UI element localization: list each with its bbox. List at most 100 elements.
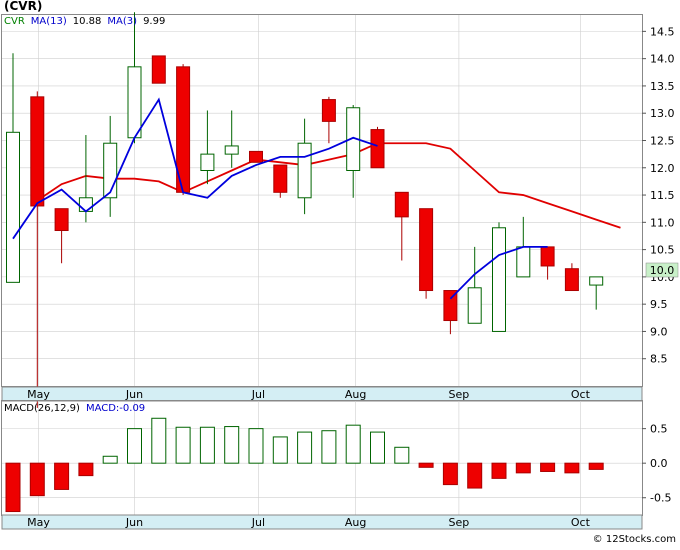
price-tick-label: 14.5 [650,25,675,38]
macd-bar-negative [54,462,70,490]
macd-bar-negative [78,462,94,477]
macd-tick-label: 0.5 [650,423,668,436]
month-label: Aug [345,516,366,529]
price-tick-label: 14.0 [650,53,675,66]
candle-bullish [516,246,531,278]
macd-bar-negative [491,462,507,479]
macd-bar-positive [151,417,167,464]
candle-bearish [151,55,166,84]
price-x-axis-band [1,386,643,402]
price-panel: 8.5 9.0 9.5 10.0 10.5 11.0 11.5 12.0 12.5 13.0 13.… [1,12,679,408]
price-x-axis-months: May Jun Jul Aug Sep Oct [27,388,590,401]
month-label: May [27,516,50,529]
month-label: Jun [125,388,143,401]
macd-bar-positive [272,436,288,464]
candle-bullish [467,287,482,324]
candle-bullish [6,131,20,283]
macd-y-axis: -0.5 0.0 0.5 [642,423,671,505]
macd-panel: -0.5 0.0 0.5 May Jun Jul Aug Sep Oct MACD(26,12… [1,400,671,530]
candle-bearish [54,208,69,232]
macd-bar-negative [540,462,556,472]
legend-item: MA(13) [31,16,67,27]
macd-x-axis-months: May Jun Jul Aug Sep Oct [27,516,590,529]
macd-bar-positive [370,431,385,464]
month-label: Jul [251,516,265,529]
legend-item: 10.88 [73,16,102,27]
price-tick-label: 13.0 [650,107,675,120]
ma3-line [12,97,378,240]
macd-bar-negative [588,462,604,470]
candle-bearish [564,268,579,292]
candle-bearish [540,246,555,267]
price-y-axis: 8.5 9.0 9.5 10.0 10.5 11.0 11.5 12.0 12.5 13.0 13.… [642,25,675,366]
candle-bearish [249,150,263,163]
month-label: Jun [125,516,143,529]
candle-bearish [321,99,336,122]
macd-bar-positive [297,431,313,464]
macd-bar-negative [442,462,458,486]
ma3-layer [12,97,548,300]
price-tick-label: 12.5 [650,134,675,147]
macd-bar-positive [127,428,142,464]
candle-bullish [297,142,312,199]
legend-item: MACD(26,12,9) [4,403,80,414]
month-label: May [27,388,50,401]
legend-item: 9.99 [143,16,165,27]
candle-bearish [30,96,45,207]
macd-x-axis-band [1,514,643,530]
price-tick-label: 12.0 [650,162,675,175]
price-tick-label: 9.5 [650,298,668,311]
candle-bearish [443,290,458,322]
price-tick-label: 8.5 [650,353,668,366]
month-label: Jul [251,388,265,401]
ma3-line-tail [449,245,548,300]
macd-tick-label: -0.5 [650,492,671,505]
footer-credit: © 12Stocks.com [593,534,676,545]
price-legend: CVR MA(13) 10.88 MA(3) 9.99 [4,16,165,27]
macd-tick-label: 0.0 [650,457,668,470]
price-plot-frame [1,14,643,387]
macd-bar-negative [5,462,21,513]
candle-bearish [273,164,288,193]
macd-bar-positive [394,446,410,464]
macd-bar-negative [564,462,580,474]
month-label: Oct [571,388,591,401]
month-label: Sep [449,516,470,529]
macd-bar-positive [321,430,337,464]
chart-title: (CVR) [4,0,43,13]
price-gridlines [2,15,642,386]
candle-bullish [224,145,239,155]
candle-bullish [589,276,604,286]
ma13-line [36,142,621,229]
last-price-label: 10.0 [650,264,675,277]
legend-item: MA(3) [107,16,137,27]
candle-bullish [492,227,506,332]
ma13-layer [36,142,621,229]
price-tick-label: 13.5 [650,80,675,93]
candlestick-series [6,12,604,408]
candle-bullish [127,66,142,139]
macd-bar-negative [515,462,531,474]
macd-bar-positive [199,426,215,464]
candle-bearish [394,191,409,218]
macd-bar-positive [345,424,361,464]
macd-bar-positive [248,428,264,464]
candle-bullish [78,197,93,212]
price-tick-label: 9.0 [650,325,668,338]
macd-bar-negative [418,462,434,468]
candle-bullish [103,142,118,199]
last-price-tag: 10.0 [645,262,679,278]
macd-legend: MACD(26,12,9) MACD:-0.09 [4,403,145,414]
month-label: Aug [345,388,366,401]
month-label: Sep [449,388,470,401]
legend-item: CVR [4,16,25,27]
macd-bar-positive [175,426,191,464]
price-tick-label: 11.0 [650,216,675,229]
last-price-tag-box [645,262,679,278]
price-tick-label: 11.5 [650,189,675,202]
macd-bar-negative [467,462,483,489]
macd-bar-negative [29,462,45,497]
legend-item: MACD:-0.09 [86,403,145,414]
macd-bar-positive [224,426,240,464]
